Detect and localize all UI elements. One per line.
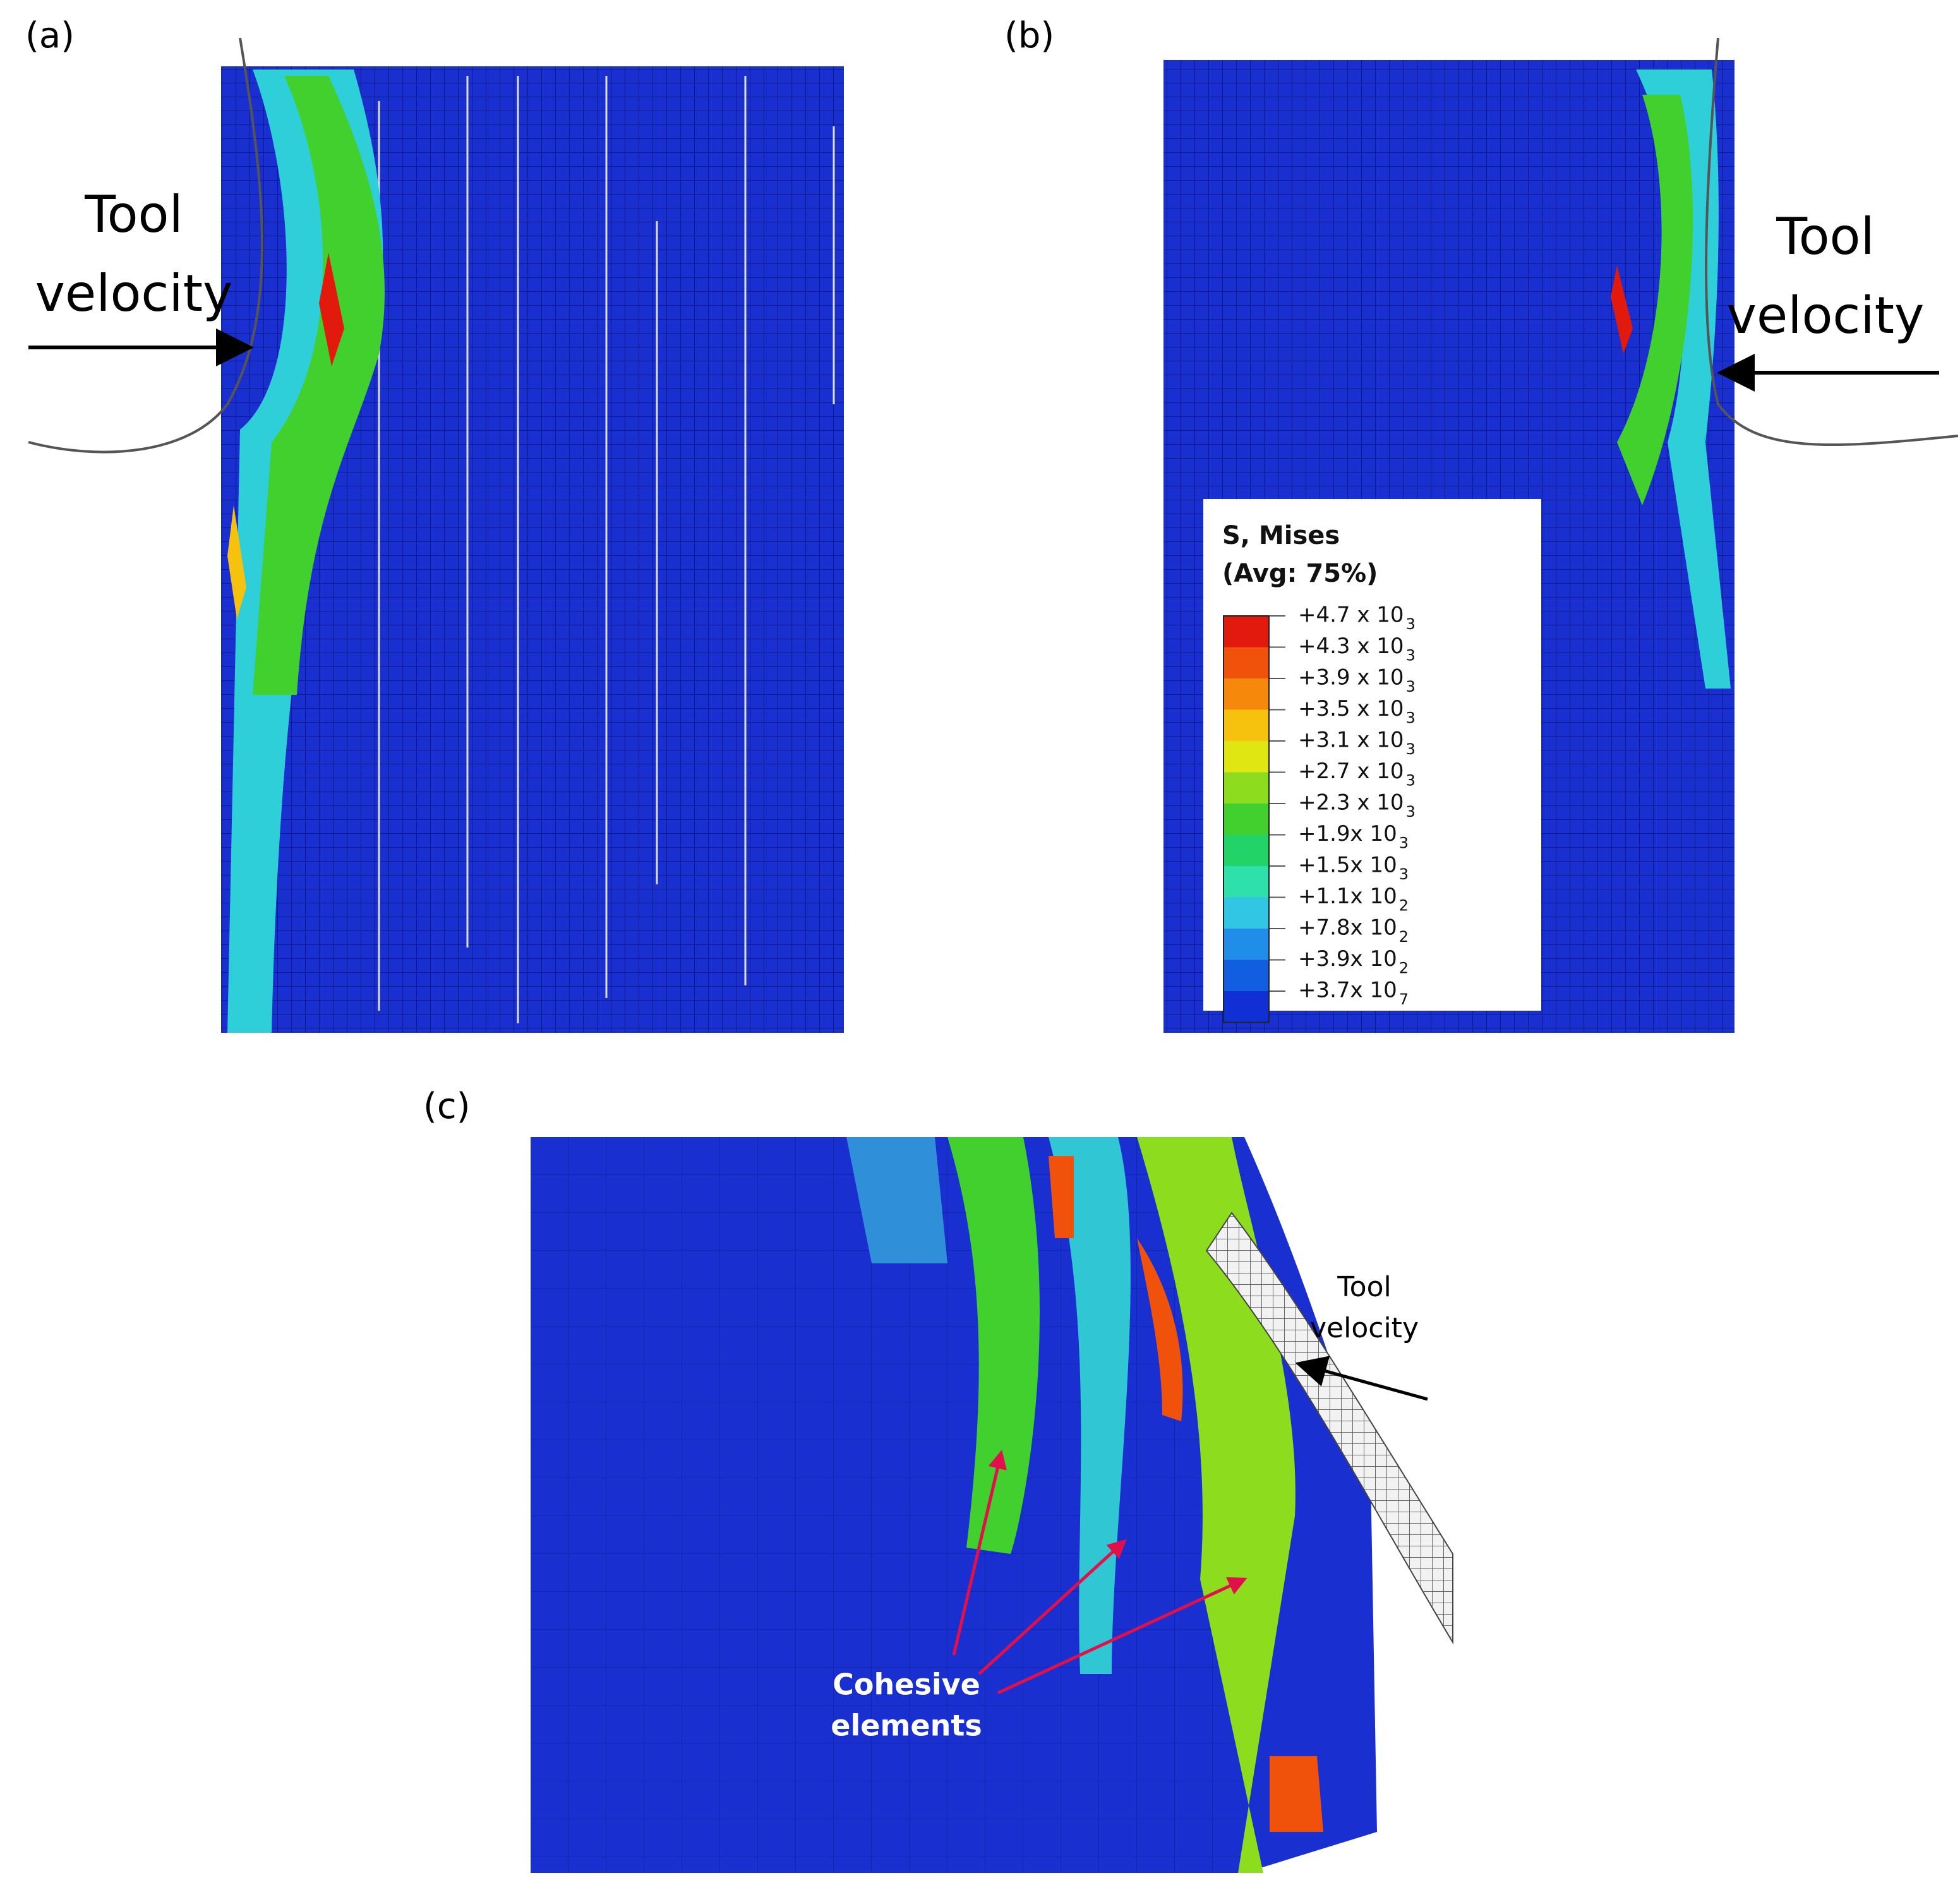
legend-entry: +1.1x 10 (1298, 884, 1397, 909)
hot-spot (319, 253, 344, 366)
legend-exponent: 3 (1399, 865, 1409, 883)
callout: elements (831, 1709, 982, 1743)
legend-exponent: 2 (1399, 928, 1409, 946)
legend-swatch (1223, 991, 1269, 1023)
legend-exponent: 3 (1406, 615, 1416, 633)
legend-entry: +3.1 x 10 (1298, 728, 1404, 753)
panel-label: (a) (25, 15, 75, 56)
legend-swatch (1223, 678, 1269, 711)
panel-label: (b) (1004, 15, 1054, 56)
legend-swatch (1223, 647, 1269, 679)
legend-exponent: 3 (1406, 772, 1416, 790)
legend-exponent: 3 (1406, 709, 1416, 727)
legend-exponent: 7 (1399, 990, 1409, 1008)
legend: +4.7 x 10 3+4.3 x 10 3+3.9 x 10 3+3.5 x 10 3… (1223, 603, 1416, 1023)
hot-spot (1611, 265, 1633, 354)
tool (1205, 1212, 1453, 1645)
hot-spot (1270, 1756, 1323, 1832)
legend-entry: +2.7 x 10 (1298, 759, 1404, 784)
annotation: Tool (1776, 207, 1874, 266)
legend-swatch (1223, 616, 1269, 648)
legend-swatch (1223, 834, 1269, 867)
legend-entry: +1.9x 10 (1298, 821, 1397, 846)
legend-entry: +3.9x 10 (1298, 946, 1397, 972)
arrow (1295, 1356, 1428, 1401)
legend-entry: +1.5x 10 (1298, 853, 1397, 878)
legend-swatch (1223, 804, 1269, 836)
legend-swatch (1223, 929, 1269, 961)
annotation: velocity (1310, 1312, 1419, 1344)
callout-pointers (952, 1450, 1248, 1695)
annotation: Tool (1337, 1271, 1391, 1303)
legend-swatch (1223, 709, 1269, 742)
strip (1617, 95, 1693, 505)
legend-entry: +4.7 x 10 (1298, 603, 1404, 628)
legend-entry: +7.8x 10 (1298, 915, 1397, 941)
legend-exponent: 3 (1406, 740, 1416, 758)
strip (846, 1137, 947, 1263)
legend-entry: +2.3 x 10 (1298, 790, 1404, 816)
annotation: Tool (84, 185, 183, 244)
legend-swatch (1223, 772, 1269, 804)
legend-entry: +3.7x 10 (1298, 978, 1397, 1003)
panel-c (531, 1137, 1453, 1873)
legend-exponent: 3 (1406, 647, 1416, 665)
strip (253, 76, 385, 695)
legend-swatch (1223, 741, 1269, 773)
legend-outline (1223, 615, 1270, 1023)
hot-spot (227, 505, 246, 619)
panel-a (28, 37, 844, 1033)
legend-subtitle: (Avg: 75%) (1222, 559, 1378, 588)
hot-spot (1049, 1156, 1074, 1238)
panel-b: +4.7 x 10 3+4.3 x 10 3+3.9 x 10 3+3.5 x 10 3… (1163, 37, 1959, 1033)
legend-swatch (1223, 897, 1269, 929)
strip (1137, 1137, 1296, 1873)
legend-exponent: 3 (1399, 834, 1409, 852)
legend-exponent: 2 (1399, 960, 1409, 977)
tool (28, 37, 263, 454)
legend-title: S, Mises (1222, 521, 1340, 550)
annotation: velocity (1727, 286, 1925, 345)
tool (1705, 37, 1959, 447)
legend-swatch (1223, 866, 1269, 898)
strip (947, 1137, 1040, 1554)
legend-swatch (1223, 960, 1269, 992)
hot-spot (1137, 1238, 1183, 1421)
annotation: velocity (35, 264, 233, 323)
legend-exponent: 2 (1399, 897, 1409, 915)
legend-exponent: 3 (1406, 678, 1416, 695)
legend-entry: +3.9 x 10 (1298, 665, 1404, 690)
labels: (a) (b) (c) Tool velocity Tool velocity … (25, 15, 1924, 1742)
legend-exponent: 3 (1406, 803, 1416, 821)
legend-entry: +4.3 x 10 (1298, 634, 1404, 659)
panel-label: (c) (423, 1086, 470, 1127)
callout: Cohesive (833, 1668, 980, 1702)
legend-entry: +3.5 x 10 (1298, 696, 1404, 721)
